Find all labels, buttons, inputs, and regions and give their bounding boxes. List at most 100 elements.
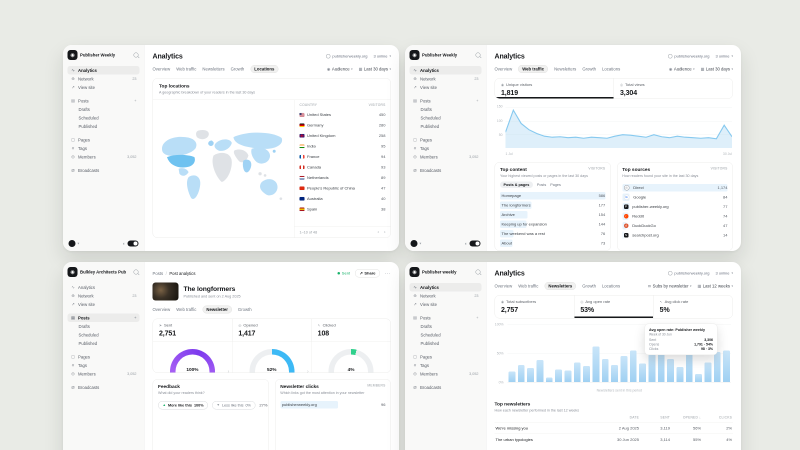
sidebar-item-members[interactable]: ◎ Members 3,052 xyxy=(410,153,482,162)
sidebar-item-broadcasts[interactable]: @ Broadcasts xyxy=(410,383,482,392)
bar[interactable] xyxy=(564,370,572,382)
sidebar-item-analytics[interactable]: ∿ Analytics xyxy=(67,66,140,75)
stat-sent[interactable]: ➤ Sent 2,751 xyxy=(153,319,233,342)
bar-plot[interactable] xyxy=(507,324,731,383)
stat-opened[interactable]: ◎ Opened 1,417 xyxy=(232,319,312,342)
breadcrumb-posts[interactable]: Posts xyxy=(152,270,164,276)
tab-web-traffic[interactable]: Web traffic xyxy=(518,283,539,289)
site-domain-link[interactable]: publisherweekly.org xyxy=(325,53,367,59)
site-domain-link[interactable]: publisherweekly.org xyxy=(667,270,709,276)
bar[interactable] xyxy=(620,356,628,382)
country-row[interactable]: United Kingdom 258 xyxy=(295,131,391,142)
sidebar-item-pages[interactable]: ▢ Pages xyxy=(68,136,140,145)
sidebar-item-analytics[interactable]: ∿ Analytics xyxy=(409,283,482,292)
sidebar-item-pages[interactable]: ▢ Pages xyxy=(410,353,482,362)
country-row[interactable]: United States 450 xyxy=(295,110,391,121)
country-row[interactable]: Australia 40 xyxy=(295,194,391,205)
stat-unique-visitors[interactable]: ◉ Unique visitors 1,819 xyxy=(495,78,614,99)
sidebar-item-drafts[interactable]: Drafts xyxy=(68,105,140,114)
newsletter-row[interactable]: We're missing you 2 Aug 2025 3,119 56% 2% xyxy=(494,422,733,434)
tab-growth[interactable]: Growth xyxy=(237,307,252,312)
chip-posts[interactable]: Posts xyxy=(536,182,547,188)
tab-growth[interactable]: Growth xyxy=(582,283,596,289)
bar[interactable] xyxy=(676,367,684,382)
prev-page-button[interactable]: ‹ xyxy=(377,229,380,235)
stat-total-subscribers[interactable]: ◉ Total subscribers 2,757 xyxy=(495,295,575,318)
sidebar-item-posts[interactable]: ▤ Posts + xyxy=(68,97,140,106)
tab-locations[interactable]: Locations xyxy=(602,66,621,72)
sidebar-item-tags[interactable]: # Tags xyxy=(68,144,140,153)
bar[interactable] xyxy=(508,371,516,382)
stat-total-views[interactable]: ◎ Total views 3,304 xyxy=(614,79,733,99)
filter-last-12-weeks[interactable]: ▦ Last 12 weeks ▾ xyxy=(698,284,733,289)
bar[interactable] xyxy=(667,359,675,382)
tab-overview[interactable]: Overview xyxy=(494,66,513,72)
bar[interactable] xyxy=(573,362,581,382)
sidebar-item-scheduled[interactable]: Scheduled xyxy=(410,114,482,123)
filter-audience[interactable]: ◉ Audience ▾ xyxy=(327,67,353,72)
bar[interactable] xyxy=(704,362,712,382)
stat-clicked[interactable]: ↖ Clicked 108 xyxy=(312,319,391,342)
site-domain-link[interactable]: publisherweekly.org xyxy=(667,53,709,59)
country-row[interactable]: France 94 xyxy=(295,152,391,163)
newsletter-row[interactable]: The urban typologies 30 Jun 2025 3,114 55% 4… xyxy=(494,433,733,446)
source-row[interactable]: r Reddit 74 xyxy=(622,212,728,222)
tab-newsletters[interactable]: Newsletters xyxy=(544,282,577,290)
add-post-button[interactable]: + xyxy=(476,98,479,104)
site-logo[interactable]: ◉ xyxy=(409,50,420,60)
country-row[interactable]: Canada 93 xyxy=(295,162,391,173)
bar[interactable] xyxy=(723,350,731,382)
tab-newsletters[interactable]: Newsletters xyxy=(202,66,225,72)
sidebar-item-members[interactable]: ◎ Members 3,052 xyxy=(410,370,482,379)
sidebar-item-network[interactable]: ⊕ Network 23 xyxy=(68,292,140,301)
tab-growth[interactable]: Growth xyxy=(582,66,597,72)
sidebar-item-analytics[interactable]: ∿ Analytics xyxy=(409,66,482,75)
sidebar-item-published[interactable]: Published xyxy=(68,122,140,131)
more-menu-button[interactable]: ··· xyxy=(385,270,391,276)
country-row[interactable]: People's Republic of China 47 xyxy=(295,183,391,194)
chip-posts-pages[interactable]: Posts & pages xyxy=(500,181,533,188)
sidebar-item-network[interactable]: ⊕ Network 23 xyxy=(410,75,482,84)
tab-overview[interactable]: Overview xyxy=(152,307,171,312)
bar[interactable] xyxy=(601,359,609,382)
sidebar-item-scheduled[interactable]: Scheduled xyxy=(68,331,140,340)
search-icon[interactable] xyxy=(475,52,481,58)
bar[interactable] xyxy=(545,377,553,382)
bar[interactable] xyxy=(611,364,619,382)
tab-web-traffic[interactable]: Web traffic xyxy=(518,65,549,73)
country-row[interactable]: Germany 280 xyxy=(295,120,391,131)
chip-pages[interactable]: Pages xyxy=(550,182,561,188)
filter-subs-by-newsletter[interactable]: ✉ Subs by newsletter ▾ xyxy=(648,284,692,289)
bar[interactable] xyxy=(695,373,703,382)
sidebar-item-pages[interactable]: ▢ Pages xyxy=(68,353,140,362)
content-row[interactable]: Archive 154 xyxy=(500,210,605,220)
online-status[interactable]: 3 online ▾ xyxy=(373,53,391,59)
sidebar-item-network[interactable]: ⊕ Network 23 xyxy=(68,75,140,84)
sidebar-item-scheduled[interactable]: Scheduled xyxy=(410,331,482,340)
sidebar-item-published[interactable]: Published xyxy=(410,122,482,131)
less-like-this-chip[interactable]: ▼ Less like this 0% xyxy=(212,401,256,410)
share-button[interactable]: ↗ Share xyxy=(355,269,380,278)
sidebar-item-tags[interactable]: # Tags xyxy=(68,361,140,370)
tab-newsletter[interactable]: Newsletter xyxy=(202,305,232,314)
dark-mode-toggle[interactable] xyxy=(127,240,139,247)
country-row[interactable]: India 95 xyxy=(295,141,391,152)
tab-growth[interactable]: Growth xyxy=(230,66,245,72)
more-like-this-chip[interactable]: ▲ More like this 100% xyxy=(158,401,209,410)
bar[interactable] xyxy=(555,369,563,382)
bar[interactable] xyxy=(657,346,665,382)
add-post-button[interactable]: + xyxy=(476,315,479,321)
sidebar-item-pages[interactable]: ▢ Pages xyxy=(410,136,482,145)
sidebar-item-view-site[interactable]: ↗ View site xyxy=(68,300,140,309)
tab-newsletters[interactable]: Newsletters xyxy=(554,66,577,72)
content-row[interactable]: About 73 xyxy=(500,239,605,249)
line-plot[interactable] xyxy=(505,105,732,148)
source-row[interactable]: G Google 84 xyxy=(622,193,728,203)
bar[interactable] xyxy=(685,348,693,382)
sidebar-item-network[interactable]: ⊕ Network 23 xyxy=(410,292,482,301)
site-logo[interactable]: ◉ xyxy=(409,267,420,277)
sidebar-item-view-site[interactable]: ↗ View site xyxy=(68,83,140,92)
sidebar-item-analytics[interactable]: ∿ Analytics xyxy=(68,283,140,292)
